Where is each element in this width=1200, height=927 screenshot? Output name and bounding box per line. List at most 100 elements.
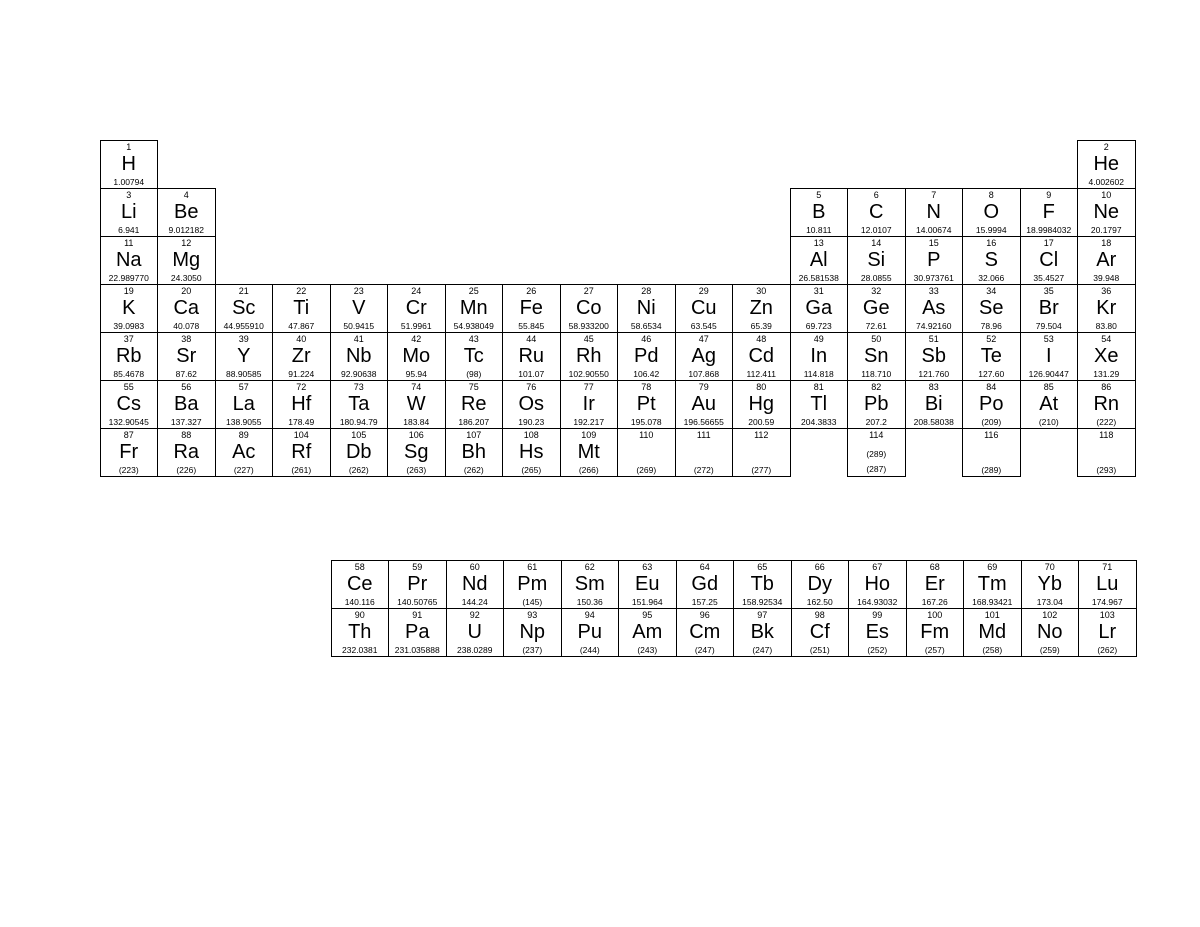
element-cell: 4Be9.012182: [157, 188, 216, 237]
empty-cell: [387, 188, 446, 237]
element-cell: 100Fm(257): [906, 608, 965, 657]
atomic-number: 60: [470, 562, 480, 572]
element-cell: 105Db(262): [330, 428, 389, 477]
atomic-mass: 231.035888: [395, 645, 440, 655]
empty-cell: [732, 236, 791, 285]
atomic-mass: (98): [466, 369, 481, 379]
atomic-mass: 106.42: [633, 369, 659, 379]
atomic-mass: 35.4527: [1033, 273, 1064, 283]
atomic-mass: (226): [176, 465, 196, 475]
atomic-number: 97: [757, 610, 767, 620]
atomic-number: 99: [872, 610, 882, 620]
element-cell: 54Xe131.29: [1077, 332, 1136, 381]
element-cell: 1H1.00794: [100, 140, 159, 189]
atomic-mass: (247): [695, 645, 715, 655]
atomic-number: 76: [526, 382, 536, 392]
element-cell: 89Ac(227): [215, 428, 274, 477]
element-symbol: N: [927, 202, 941, 222]
element-sub: (289): [866, 449, 886, 459]
atomic-number: 116: [984, 430, 998, 440]
element-cell: 98Cf(251): [791, 608, 850, 657]
element-symbol: Nd: [462, 574, 488, 594]
element-cell: 79Au196.56655: [675, 380, 734, 429]
empty-cell: [1020, 428, 1079, 477]
atomic-number: 27: [584, 286, 594, 296]
element-cell: 91Pa231.035888: [388, 608, 447, 657]
element-symbol: Co: [576, 298, 602, 318]
atomic-number: 6: [874, 190, 879, 200]
atomic-number: 31: [814, 286, 824, 296]
atomic-number: 62: [585, 562, 595, 572]
atomic-mass: (287): [866, 464, 886, 474]
atomic-mass: (244): [580, 645, 600, 655]
empty-cell: [330, 140, 389, 189]
element-cell: 50Sn118.710: [847, 332, 906, 381]
atomic-number: 51: [929, 334, 939, 344]
atomic-number: 4: [184, 190, 189, 200]
atomic-mass: (257): [925, 645, 945, 655]
element-cell: 2He4.002602: [1077, 140, 1136, 189]
element-cell: 71Lu174.967: [1078, 560, 1137, 609]
atomic-mass: 4.002602: [1089, 177, 1124, 187]
element-symbol: K: [122, 298, 135, 318]
element-cell: 9F18.9984032: [1020, 188, 1079, 237]
element-cell: 65Tb158.92534: [733, 560, 792, 609]
atomic-number: 58: [355, 562, 365, 572]
atomic-number: 16: [986, 238, 996, 248]
atomic-number: 28: [641, 286, 651, 296]
atomic-mass: 137.327: [171, 417, 202, 427]
element-cell: 51Sb121.760: [905, 332, 964, 381]
atomic-mass: 14.00674: [916, 225, 951, 235]
atomic-mass: 39.0983: [113, 321, 144, 331]
atomic-mass: (251): [810, 645, 830, 655]
atomic-mass: 200.59: [748, 417, 774, 427]
atomic-mass: 10.811: [806, 225, 831, 235]
atomic-mass: 9.012182: [169, 225, 204, 235]
atomic-number: 80: [756, 382, 766, 392]
element-symbol: Ne: [1093, 202, 1119, 222]
element-cell: 87Fr(223): [100, 428, 159, 477]
element-symbol: Ce: [347, 574, 373, 594]
atomic-mass: 232.0381: [342, 645, 377, 655]
empty-cell: [1020, 140, 1079, 189]
empty-cell: [445, 140, 504, 189]
atomic-number: 46: [641, 334, 651, 344]
element-symbol: Br: [1039, 298, 1059, 318]
atomic-number: 73: [354, 382, 364, 392]
empty-cell: [330, 188, 389, 237]
element-symbol: Am: [632, 622, 662, 642]
empty-cell: [387, 140, 446, 189]
element-symbol: Rb: [116, 346, 142, 366]
atomic-number: 44: [526, 334, 536, 344]
atomic-number: 45: [584, 334, 594, 344]
empty-cell: [272, 188, 331, 237]
element-cell: 18Ar39.948: [1077, 236, 1136, 285]
atomic-number: 30: [756, 286, 766, 296]
element-symbol: Mn: [460, 298, 488, 318]
element-cell: 86Rn(222): [1077, 380, 1136, 429]
element-symbol: Bh: [462, 442, 486, 462]
atomic-number: 25: [469, 286, 479, 296]
element-cell: 42Mo95.94: [387, 332, 446, 381]
element-cell: 53I126.90447: [1020, 332, 1079, 381]
element-cell: 55Cs132.90545: [100, 380, 159, 429]
atomic-mass: 26.581538: [799, 273, 839, 283]
atomic-mass: 44.955910: [224, 321, 264, 331]
atomic-mass: 131.29: [1093, 369, 1119, 379]
element-symbol: Pa: [405, 622, 429, 642]
element-cell: 39Y88.90585: [215, 332, 274, 381]
empty-cell: [790, 140, 849, 189]
atomic-number: 40: [296, 334, 306, 344]
element-symbol: Au: [692, 394, 716, 414]
atomic-mass: 18.9984032: [1026, 225, 1071, 235]
atomic-number: 102: [1042, 610, 1057, 620]
element-symbol: I: [1046, 346, 1052, 366]
atomic-number: 1: [126, 142, 131, 152]
element-cell: 33As74.92160: [905, 284, 964, 333]
element-cell: 12Mg24.3050: [157, 236, 216, 285]
atomic-number: 92: [470, 610, 480, 620]
element-symbol: Si: [867, 250, 885, 270]
element-cell: 20Ca40.078: [157, 284, 216, 333]
atomic-mass: 30.973761: [914, 273, 954, 283]
element-symbol: Hg: [748, 394, 774, 414]
